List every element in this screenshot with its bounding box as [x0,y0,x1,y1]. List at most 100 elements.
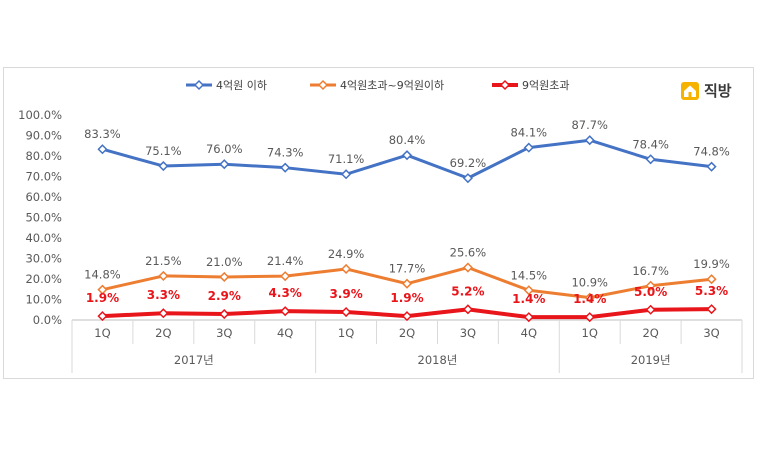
y-tick-label: 60.0% [25,190,62,204]
legend-label: 4억원초과~9억원이하 [340,78,444,92]
data-point [341,306,352,318]
data-point [584,135,595,146]
data-label: 25.6% [450,246,487,260]
legend-label: 4억원 이하 [216,78,267,92]
y-tick-label: 40.0% [25,231,62,245]
data-point [158,308,169,319]
x-tick-label: 2Q [155,326,171,340]
x-tick-label: 2Q [399,326,415,340]
data-label: 75.1% [145,144,182,158]
data-label: 74.3% [267,146,304,160]
data-label: 21.0% [206,255,243,269]
data-label: 2.9% [208,289,241,303]
data-point [219,271,230,283]
legend-marker [317,79,329,91]
legend-marker [499,79,511,91]
data-label: 5.2% [451,284,484,298]
data-label: 87.7% [571,118,608,132]
data-point [341,169,352,180]
data-label: 24.9% [328,247,365,261]
legend-label: 9억원초과 [522,79,569,92]
x-tick-label: 2Q [642,326,658,340]
legend-marker [193,79,205,91]
data-point [523,285,534,296]
y-tick-label: 100.0% [18,108,62,122]
x-tick-label: 4Q [277,326,293,340]
data-point [584,312,595,323]
data-point [523,142,534,153]
y-tick-label: 20.0% [25,272,62,286]
x-tick-label: 1Q [338,326,354,340]
data-label: 76.0% [206,142,243,156]
y-tick-label: 0.0% [33,313,62,327]
data-point [706,304,717,315]
data-label: 84.1% [511,126,548,140]
data-label: 1.9% [86,291,119,305]
data-point [97,144,108,155]
data-label: 3.3% [147,288,180,302]
data-point [706,161,717,172]
data-label: 21.4% [267,254,304,268]
data-point [158,270,169,281]
y-tick-label: 90.0% [25,129,62,143]
data-point [97,311,108,322]
data-point [158,160,169,172]
data-label: 5.0% [634,285,667,299]
data-point [280,306,291,317]
data-label: 10.9% [571,276,608,290]
data-point [341,263,352,275]
data-label: 14.5% [511,268,548,282]
data-label: 69.2% [450,156,487,170]
data-point [645,280,656,291]
data-label: 16.7% [632,264,669,278]
data-label: 83.3% [84,127,121,141]
y-tick-label: 70.0% [25,170,62,184]
x-tick-label: 3Q [703,326,719,340]
data-point [462,173,473,184]
y-tick-label: 30.0% [25,252,62,266]
data-label: 17.7% [389,262,426,276]
data-point [219,308,230,320]
x-tick-label: 1Q [582,326,598,340]
brand-name: 직방 [704,82,732,100]
data-label: 4.3% [269,286,302,300]
data-label: 71.1% [328,152,365,166]
x-tick-label: 4Q [521,326,537,340]
data-label: 14.8% [84,268,121,282]
data-point [97,284,108,295]
data-point [523,312,534,323]
data-label: 5.3% [695,284,728,298]
y-tick-label: 10.0% [25,293,62,307]
data-point [219,159,230,170]
data-point [462,304,473,315]
data-point [401,150,413,161]
house-icon [681,81,699,100]
data-point [280,162,291,173]
group-label: 2019년 [631,353,671,367]
data-label: 3.9% [329,287,362,301]
data-point [462,262,473,273]
data-label: 1.4% [512,292,545,306]
data-point [584,292,595,303]
x-tick-label: 1Q [94,326,110,340]
data-label: 21.5% [145,254,182,268]
data-label: 19.9% [693,257,730,271]
data-point [401,278,413,289]
data-point [706,274,717,285]
y-tick-label: 80.0% [25,149,62,163]
group-label: 2017년 [174,353,214,367]
data-label: 80.4% [389,133,426,147]
data-point [645,154,656,165]
data-point [280,271,291,282]
y-tick-label: 50.0% [25,211,62,225]
data-label: 78.4% [632,137,669,151]
x-tick-label: 3Q [216,326,232,340]
chart-frame [3,67,754,379]
data-label: 1.4% [573,292,606,306]
data-label: 1.9% [390,291,423,305]
data-label: 74.8% [693,145,730,159]
brand-logo: 직방 [680,80,732,101]
group-label: 2018년 [418,353,458,367]
x-tick-label: 3Q [460,326,476,340]
